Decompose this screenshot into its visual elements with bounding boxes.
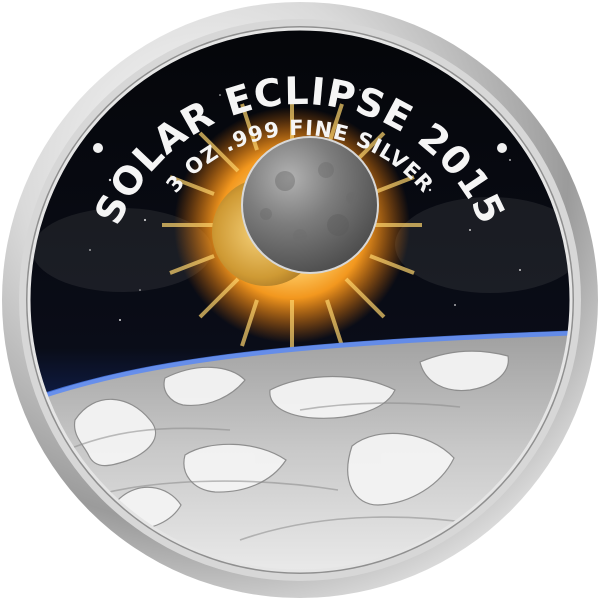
left-dot: [93, 143, 103, 153]
nebula-left: [32, 208, 212, 292]
earth-continents: [73, 350, 509, 530]
moon-craters: [260, 162, 358, 243]
starfield: [89, 89, 521, 321]
sun-eclipse: [162, 95, 422, 355]
nebula-right: [395, 197, 571, 293]
right-dot: [497, 143, 507, 153]
moon: [241, 136, 379, 274]
atmosphere-edge: [35, 329, 571, 401]
coin-field-border: [27, 27, 573, 573]
